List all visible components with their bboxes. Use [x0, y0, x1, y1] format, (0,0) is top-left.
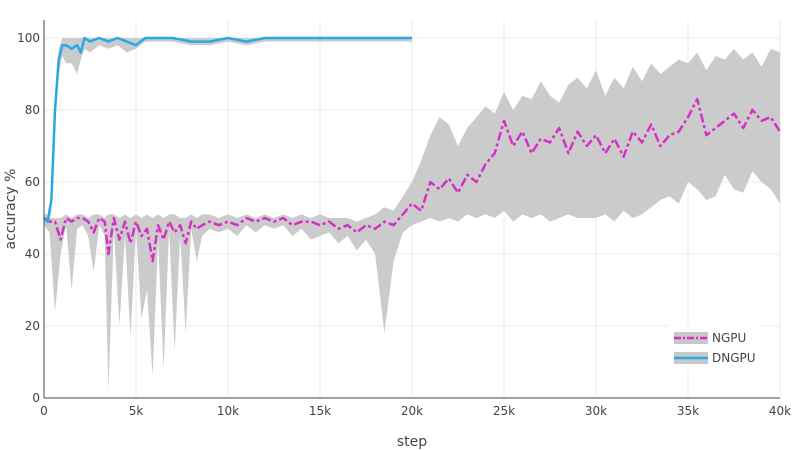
band-ngpu — [44, 48, 780, 391]
legend-label: NGPU — [712, 331, 746, 345]
legend-item-ngpu[interactable]: NGPU — [674, 331, 746, 345]
y-axis-title: accuracy % — [3, 169, 19, 250]
x-tick-label: 15k — [309, 404, 331, 418]
legend-label: DNGPU — [712, 351, 756, 365]
line-dngpu — [43, 36, 412, 223]
x-axis-title: step — [397, 434, 427, 450]
x-tick-label: 5k — [129, 404, 144, 418]
legend[interactable]: NGPU DNGPU — [668, 324, 760, 372]
line-ngpu — [43, 97, 782, 263]
x-tick-label: 40k — [769, 404, 791, 418]
x-tick-label: 35k — [677, 404, 699, 418]
x-tick-label: 20k — [401, 404, 423, 418]
y-tick-label: 0 — [32, 391, 40, 405]
y-tick-label: 100 — [17, 31, 40, 45]
y-tick-label: 80 — [25, 103, 40, 117]
axes: 0 5k 10k 15k 20k 25k 30k 35k 40k 0 20 40 60 80 100 — [17, 20, 791, 418]
confidence-bands — [44, 38, 780, 391]
x-tick-label: 30k — [585, 404, 607, 418]
legend-item-dngpu[interactable]: DNGPU — [674, 351, 756, 365]
x-tick-label: 0 — [40, 404, 48, 418]
x-tick-label: 10k — [217, 404, 239, 418]
y-tick-label: 20 — [25, 319, 40, 333]
band-dngpu — [44, 38, 412, 229]
y-tick-label: 60 — [25, 175, 40, 189]
x-tick-label: 25k — [493, 404, 515, 418]
series-lines — [43, 36, 782, 263]
y-tick-label: 40 — [25, 247, 40, 261]
